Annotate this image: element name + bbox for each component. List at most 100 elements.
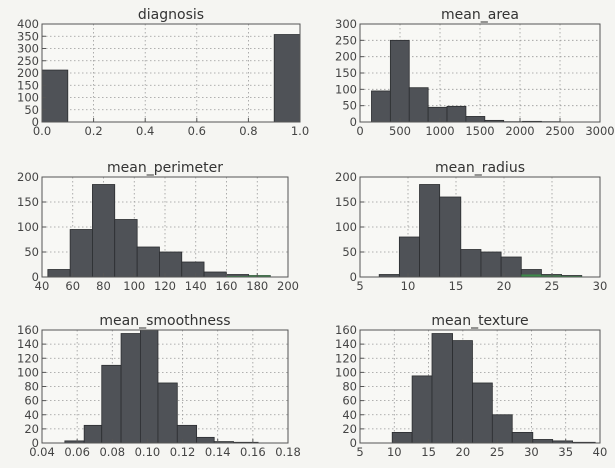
x-tick-label: 1500 [465, 124, 494, 138]
histogram-bar [41, 69, 69, 123]
histogram-bar [196, 436, 215, 444]
y-tick-label: 50 [24, 245, 39, 259]
x-tick-label: 0.8 [239, 124, 257, 138]
x-tick-label: 2500 [545, 124, 574, 138]
subplot-title: mean_area [441, 7, 519, 23]
x-tick-label: 100 [123, 279, 145, 293]
subplot: mean_area 0 500 1000 1500 2000 2500 3000 0 50 100 1… [335, 7, 615, 138]
x-tick-label: 0.06 [64, 445, 90, 459]
x-tick-label: 0.04 [29, 445, 55, 459]
subplot-title: mean_radius [435, 160, 525, 176]
x-tick-label: 2000 [505, 124, 534, 138]
subplot: mean_smoothness 0.04 0.06 0.08 0.10 0.12 0.14 0… [17, 313, 301, 459]
x-tick-label: 0.10 [135, 445, 161, 459]
x-tick-label: 0.0 [33, 124, 51, 138]
subplot-title: mean_perimeter [107, 160, 223, 176]
x-tick-label: 0.4 [136, 124, 154, 138]
x-tick-label: 80 [96, 279, 111, 293]
y-tick-label: 200 [335, 50, 357, 64]
histogram-bar [47, 269, 71, 278]
x-tick-label: 0.14 [205, 445, 231, 459]
histogram-bar [92, 184, 116, 278]
histogram-bar [389, 39, 410, 123]
x-tick-label: 10 [387, 445, 402, 459]
y-tick-label: 0 [32, 270, 39, 284]
y-tick-label: 100 [335, 365, 357, 379]
histogram-bar [157, 382, 178, 444]
y-tick-label: 160 [17, 323, 39, 337]
y-tick-label: 200 [17, 170, 39, 184]
x-tick-label: 160 [216, 279, 238, 293]
y-tick-label: 80 [24, 380, 39, 394]
y-tick-label: 160 [335, 323, 357, 337]
y-tick-label: 120 [17, 351, 39, 365]
y-tick-label: 0 [350, 115, 357, 129]
histogram-bar [446, 105, 467, 123]
y-tick-label: 20 [342, 422, 357, 436]
histogram-bar [439, 196, 462, 278]
x-tick-label: 3000 [585, 124, 614, 138]
y-tick-label: 250 [335, 33, 357, 47]
x-tick-label: 25 [545, 279, 560, 293]
x-tick-label: 5 [356, 445, 363, 459]
x-tick-label: 10 [401, 279, 416, 293]
histogram-bar [408, 87, 429, 123]
y-tick-label: 250 [17, 54, 39, 68]
y-tick-label: 100 [335, 82, 357, 96]
y-tick-label: 0 [350, 270, 357, 284]
x-tick-label: 200 [277, 279, 299, 293]
x-tick-label: 40 [35, 279, 50, 293]
histogram-bar [136, 246, 160, 278]
y-tick-label: 100 [17, 365, 39, 379]
x-tick-label: 1000 [425, 124, 454, 138]
y-tick-label: 200 [17, 66, 39, 80]
x-tick-label: 25 [490, 445, 505, 459]
histogram-bar [83, 424, 103, 444]
y-tick-label: 150 [335, 195, 357, 209]
y-tick-label: 150 [335, 66, 357, 80]
x-tick-label: 180 [246, 279, 268, 293]
x-tick-label: 0.18 [275, 445, 301, 459]
y-tick-label: 400 [17, 17, 39, 31]
subplot: mean_perimeter 40 60 80 100 120 140 160 180 200 0 5… [17, 160, 299, 293]
y-tick-label: 20 [24, 422, 39, 436]
x-tick-label: 30 [593, 279, 608, 293]
x-tick-label: 40 [593, 445, 608, 459]
x-tick-label: 0.6 [188, 124, 206, 138]
subplot: mean_radius 5 10 15 20 25 30 0 50 100 150 200 [335, 160, 607, 293]
subplot-title: mean_texture [431, 313, 528, 329]
y-tick-label: 100 [17, 91, 39, 105]
y-tick-label: 150 [17, 78, 39, 92]
histogram-bar [411, 375, 433, 444]
histogram-bar-secondary [248, 275, 271, 277]
x-tick-label: 35 [558, 445, 573, 459]
y-tick-label: 350 [17, 29, 39, 43]
y-tick-label: 300 [335, 17, 357, 31]
x-tick-label: 500 [389, 124, 411, 138]
x-tick-label: 15 [421, 445, 436, 459]
histogram-bar [398, 236, 420, 278]
y-tick-label: 50 [342, 245, 357, 259]
y-tick-label: 0 [32, 436, 39, 450]
y-tick-label: 140 [335, 337, 357, 351]
histogram-bar [203, 271, 227, 278]
y-tick-label: 60 [342, 394, 357, 408]
y-tick-label: 80 [342, 380, 357, 394]
x-tick-label: 0 [356, 124, 363, 138]
y-tick-label: 40 [24, 408, 39, 422]
histogram-bar [181, 261, 205, 278]
y-tick-label: 0 [32, 115, 39, 129]
x-tick-label: 5 [356, 279, 363, 293]
y-tick-label: 50 [342, 99, 357, 113]
histogram-bar-secondary [521, 274, 542, 277]
histogram-bar [114, 219, 138, 278]
x-tick-label: 140 [185, 279, 207, 293]
histogram-bar [159, 251, 183, 278]
histogram-bar [452, 340, 473, 444]
histogram-bar [511, 432, 534, 444]
x-tick-label: 60 [65, 279, 80, 293]
histogram-bar [431, 333, 453, 444]
histogram-bar [139, 329, 159, 444]
